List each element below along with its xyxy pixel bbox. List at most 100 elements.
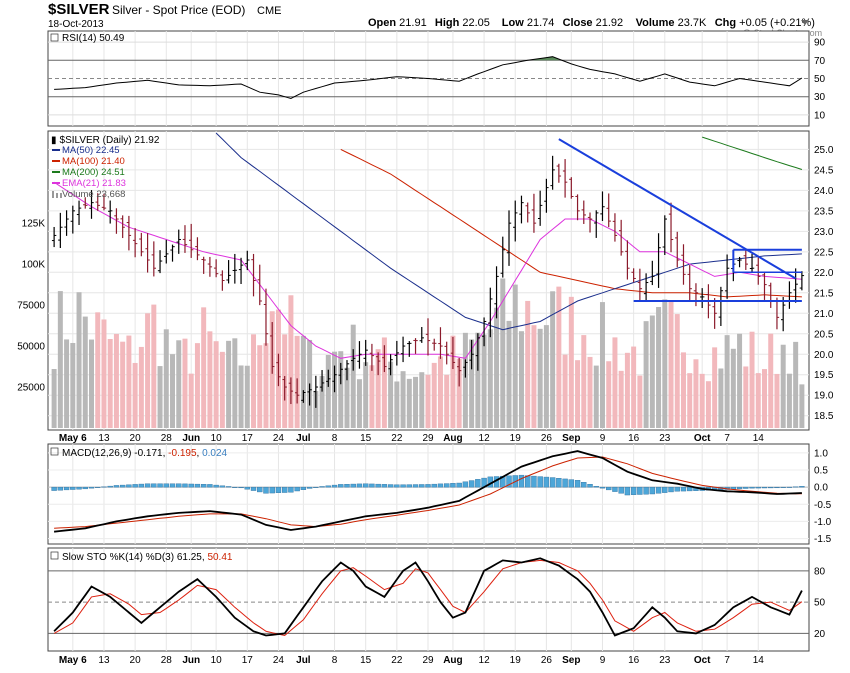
price-tick-label: 23.5 — [814, 206, 834, 217]
price-tick-label: 21.5 — [814, 288, 834, 299]
macd-histogram-bar — [750, 487, 755, 488]
volume-bar — [369, 365, 374, 428]
macd-histogram-bar — [282, 487, 287, 492]
quote-label: Low — [502, 17, 527, 29]
legend-item: Volume 23,668 — [52, 189, 125, 200]
volume-bar — [126, 336, 131, 428]
volume-bar — [488, 329, 493, 428]
macd-tick-label: -1.0 — [814, 517, 832, 528]
x-tick-label: 24 — [273, 655, 285, 666]
volume-bar — [251, 334, 256, 428]
volume-bar — [108, 339, 113, 428]
macd-histogram-bar — [326, 486, 331, 487]
x-tick-label: 10 — [211, 433, 223, 444]
macd-histogram-bar — [581, 482, 586, 487]
macd-histogram-bar — [170, 484, 175, 487]
macd-histogram-bar — [158, 484, 163, 487]
macd-title-part: -0.195 — [168, 448, 197, 459]
volume-legend-icon — [56, 193, 58, 198]
rsi-tick-label: 70 — [814, 56, 826, 67]
x-tick-label: Aug — [443, 655, 462, 666]
macd-histogram-bar — [351, 484, 356, 487]
x-tick-label: Jul — [296, 655, 311, 666]
macd-histogram-bar — [743, 487, 748, 488]
legend-item: MA(200) 24.51 — [52, 167, 125, 178]
macd-histogram-bar — [606, 487, 611, 490]
x-tick-label: 17 — [242, 655, 254, 666]
x-tick-label: 24 — [273, 433, 285, 444]
volume-bar — [83, 317, 88, 428]
macd-histogram-bar — [239, 487, 244, 488]
exchange-label: CME — [257, 5, 281, 17]
macd-histogram-bar — [787, 487, 792, 488]
volume-bar — [432, 363, 437, 428]
macd-histogram-bar — [207, 484, 212, 487]
volume-bar — [207, 331, 212, 428]
legend-item: MA(100) 21.40 — [52, 156, 125, 167]
macd-histogram-bar — [189, 484, 194, 487]
macd-histogram-bar — [195, 484, 200, 487]
x-tick-label: 9 — [600, 655, 606, 666]
sto-title: Slow STO %K(14) %D(3) 61.25, 50.41 — [51, 552, 233, 563]
x-tick-label: 23 — [659, 433, 671, 444]
quote-close: Close 21.92 — [563, 17, 624, 29]
macd-histogram-bar — [768, 487, 773, 488]
volume-bar — [675, 314, 680, 428]
volume-bar — [644, 321, 649, 428]
x-tick-label: 19 — [510, 655, 522, 666]
volume-bar — [101, 319, 106, 428]
volume-bar — [326, 355, 331, 428]
quote-value: 21.91 — [399, 17, 427, 29]
price-tick-label: 22.0 — [814, 268, 834, 279]
macd-tick-label: 0.5 — [814, 466, 828, 477]
quote-label: Chg — [715, 17, 739, 29]
x-tick-label: 22 — [391, 655, 403, 666]
x-tick-label: 7 — [724, 655, 730, 666]
x-tick-label: 29 — [422, 655, 434, 666]
legend-label: MA(50) 22.45 — [62, 145, 120, 156]
volume-bar — [494, 308, 499, 428]
price-tick-label: 24.0 — [814, 186, 834, 197]
volume-bar — [189, 374, 194, 428]
volume-bar — [538, 329, 543, 428]
macd-histogram-bar — [656, 487, 661, 493]
volume-bar — [77, 292, 82, 428]
volume-bar — [662, 299, 667, 428]
volume-bar — [768, 334, 773, 428]
sto-tick-label: 80 — [814, 566, 826, 577]
macd-histogram-bar — [575, 480, 580, 487]
x-tick-label: Sep — [562, 655, 580, 666]
volume-bar — [220, 352, 225, 428]
macd-histogram-bar — [612, 487, 617, 491]
macd-histogram-bar — [594, 486, 599, 487]
macd-histogram-bar — [737, 487, 742, 489]
volume-bar — [245, 366, 250, 428]
macd-histogram-bar — [413, 485, 418, 488]
macd-histogram-bar — [588, 484, 593, 487]
x-tick-label: 28 — [161, 433, 173, 444]
legend-label: EMA(21) 21.83 — [62, 178, 126, 189]
volume-bar — [743, 366, 748, 428]
volume-bar — [151, 305, 156, 428]
volume-bar — [164, 329, 169, 428]
x-tick-label: Jun — [182, 433, 200, 444]
macd-histogram-bar — [625, 487, 630, 495]
legend-label: MA(200) 24.51 — [62, 167, 125, 178]
x-tick-label: 22 — [391, 433, 403, 444]
sto-title-text: Slow STO %K(14) %D(3) 61.25, 50.41 — [62, 552, 233, 563]
volume-bar — [176, 340, 181, 428]
volume-bar — [139, 347, 144, 428]
macd-histogram-bar — [419, 484, 424, 487]
volume-bar — [95, 312, 100, 428]
macd-histogram-bar — [376, 484, 381, 487]
volume-bar — [363, 362, 368, 428]
quote-low: Low 21.74 — [502, 17, 555, 29]
macd-histogram-bar — [251, 487, 256, 490]
volume-bar — [563, 355, 568, 428]
volume-bar — [170, 354, 175, 428]
quote-value: 21.92 — [596, 17, 624, 29]
volume-tick-label: 125K — [22, 219, 46, 230]
volume-bar — [357, 379, 362, 428]
rsi-tick-label: 30 — [814, 92, 826, 103]
macd-histogram-bar — [301, 487, 306, 490]
